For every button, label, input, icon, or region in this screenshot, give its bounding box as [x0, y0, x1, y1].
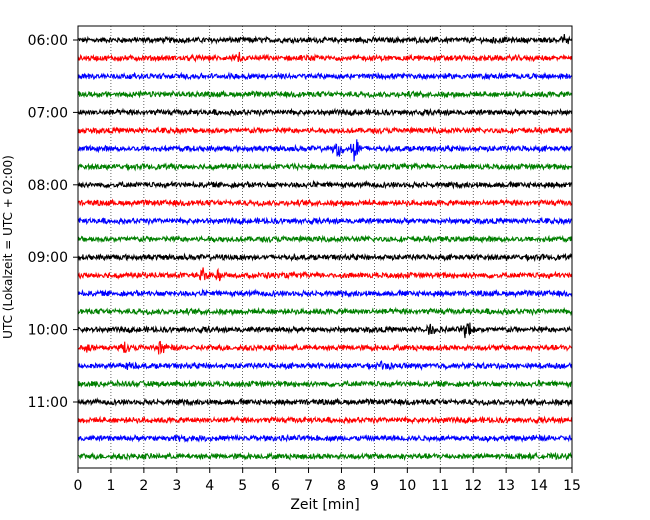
seismogram-trace [77, 162, 573, 172]
seismogram-trace [77, 89, 573, 100]
seismogram-trace [77, 126, 573, 136]
seismogram-trace [77, 451, 573, 462]
x-tick-label: 11 [431, 478, 449, 494]
seismogram-trace [77, 107, 573, 118]
seismogram-trace [77, 378, 573, 389]
x-tick-label: 3 [172, 478, 181, 494]
y-tick-label: 10:00 [28, 323, 68, 339]
seismogram-traces [77, 34, 573, 462]
seismogram-trace [77, 179, 573, 190]
seismogram-trace [77, 340, 573, 355]
y-axis-label: UTC (Lokalzeit = UTC + 02:00) [1, 155, 15, 339]
seismogram-trace [77, 51, 573, 63]
x-tick-label: 6 [271, 478, 280, 494]
x-tick-label: 0 [74, 478, 83, 494]
seismogram-trace [77, 397, 573, 408]
seismogram-trace [77, 198, 573, 208]
seismogram-trace [77, 433, 572, 444]
seismogram-trace [77, 306, 573, 317]
x-tick-label: 4 [205, 478, 214, 494]
y-tick-label: 08:00 [28, 178, 68, 194]
seismogram-trace [77, 322, 573, 339]
seismogram-trace [77, 415, 573, 425]
x-axis-ticks: 0 1 2 3 4 5 6 7 8 9 10 11 12 13 14 15 [74, 468, 581, 494]
x-tick-label: 15 [563, 478, 581, 494]
x-tick-label: 7 [304, 478, 313, 494]
seismogram-trace [77, 139, 573, 162]
y-axis-ticks: 06:00 07:00 08:00 09:00 10:00 11:00 [28, 33, 78, 411]
seismogram-trace [77, 34, 573, 45]
y-tick-label: 11:00 [28, 395, 68, 411]
y-tick-label: 07:00 [28, 105, 68, 121]
x-tick-label: 14 [530, 478, 548, 494]
x-tick-label: 13 [497, 478, 515, 494]
x-tick-label: 10 [398, 478, 416, 494]
x-tick-label: 1 [106, 478, 115, 494]
seismogram-trace [77, 288, 573, 299]
x-tick-label: 5 [238, 478, 247, 494]
x-tick-label: 2 [139, 478, 148, 494]
seismogram-trace [77, 267, 573, 282]
plot-frame [77, 25, 573, 469]
y-tick-label: 09:00 [28, 250, 68, 266]
seismogram-trace [77, 252, 573, 263]
x-tick-label: 12 [464, 478, 482, 494]
seismogram-trace [77, 234, 573, 244]
x-tick-label: 8 [337, 478, 346, 494]
x-axis-label: Zeit [min] [290, 497, 359, 513]
seismogram-trace [77, 216, 573, 226]
y-tick-label: 06:00 [28, 33, 68, 49]
seismogram-trace [77, 360, 573, 371]
x-tick-label: 9 [370, 478, 379, 494]
seismogram-trace [77, 71, 573, 81]
